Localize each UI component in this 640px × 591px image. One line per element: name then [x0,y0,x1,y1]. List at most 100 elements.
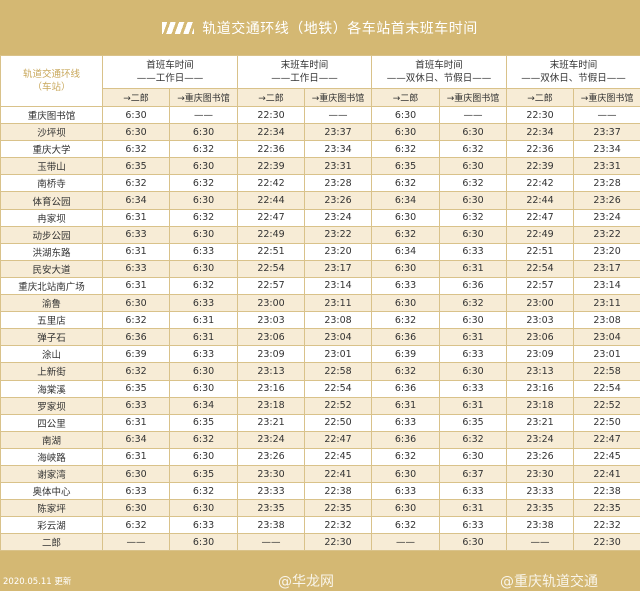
time-cell: 6:32 [372,517,440,534]
time-cell: 6:33 [372,483,440,500]
crt-logo-icon [162,22,194,34]
time-cell: 22:39 [238,158,305,175]
watermark-hualong: @华龙网 [278,571,334,591]
time-cell: 22:54 [305,380,372,397]
time-cell: 6:30 [440,192,507,209]
time-cell: 6:30 [170,534,238,551]
station-column-header: 轨道交通环线 （车站） [1,56,103,107]
time-cell: 22:58 [574,363,640,380]
time-cell: 23:13 [507,363,574,380]
footer-bar: 2020.05.11 更新 @华龙网 @重庆轨道交通 [0,571,640,589]
time-cell: 6:33 [372,414,440,431]
station-name: 罗家坝 [1,397,103,414]
station-name: 涂山 [1,346,103,363]
page-title: 轨道交通环线（地铁）各车站首末班车时间 [202,18,478,38]
time-cell: 6:33 [170,243,238,260]
time-cell: 6:34 [103,192,170,209]
time-cell: 23:22 [574,226,640,243]
station-name: 冉家坝 [1,209,103,226]
time-cell: 6:30 [103,107,170,124]
time-cell: 6:31 [103,277,170,294]
time-cell: 6:36 [103,329,170,346]
group-header: 末班车时间——工作日—— [238,56,372,89]
time-cell: 22:58 [305,363,372,380]
group-subtitle: ——双休日、节假日—— [521,73,626,84]
time-cell: 6:31 [440,397,507,414]
time-cell: 23:14 [574,277,640,294]
time-cell: 22:45 [305,448,372,465]
time-cell: 22:47 [507,209,574,226]
time-cell: 23:11 [305,295,372,312]
time-cell: 23:20 [574,243,640,260]
group-header: 首班车时间——工作日—— [103,56,238,89]
time-cell: 6:36 [372,380,440,397]
time-cell: 6:30 [440,312,507,329]
time-cell: 6:32 [372,175,440,192]
time-cell: 23:13 [238,363,305,380]
time-cell: 6:32 [170,277,238,294]
station-name: 弹子石 [1,329,103,346]
time-cell: 23:11 [574,295,640,312]
time-cell: 22:51 [238,243,305,260]
time-cell: 6:32 [440,175,507,192]
time-cell: 6:30 [440,124,507,141]
station-header-line1: 轨道交通环线 [23,69,80,80]
station-name: 动步公园 [1,226,103,243]
direction-header: →重庆图书馆 [574,89,640,107]
time-cell: 22:30 [305,534,372,551]
time-cell: 6:34 [170,397,238,414]
time-cell: 23:30 [238,465,305,482]
time-cell: 23:00 [238,295,305,312]
time-cell: 22:35 [574,500,640,517]
time-cell: 6:30 [440,448,507,465]
time-cell: 6:32 [170,209,238,226]
table-row: 二郎——6:30——22:30——6:30——22:30 [1,534,640,551]
time-cell: 23:17 [574,260,640,277]
time-cell: 23:35 [507,500,574,517]
group-title: 首班车时间 [415,60,463,71]
time-cell: 6:30 [440,158,507,175]
time-cell: 6:30 [372,260,440,277]
time-cell: 6:39 [103,346,170,363]
station-name: 奥体中心 [1,483,103,500]
time-cell: 6:30 [103,124,170,141]
direction-header: →重庆图书馆 [305,89,372,107]
update-date: 2020.05.11 更新 [3,575,71,587]
time-cell: 23:21 [238,414,305,431]
time-cell: 6:33 [440,517,507,534]
time-cell: 23:31 [305,158,372,175]
station-name: 体育公园 [1,192,103,209]
time-cell: 6:30 [372,107,440,124]
group-title: 首班车时间 [146,60,194,71]
time-cell: 6:32 [170,141,238,158]
time-cell: 23:00 [507,295,574,312]
time-cell: 23:34 [574,141,640,158]
time-cell: 6:33 [103,226,170,243]
time-cell: 23:38 [238,517,305,534]
time-cell: 23:16 [507,380,574,397]
time-cell: 23:14 [305,277,372,294]
time-cell: 23:03 [238,312,305,329]
time-cell: 6:33 [372,277,440,294]
time-cell: 6:32 [372,226,440,243]
time-cell: 6:30 [103,295,170,312]
group-header: 首班车时间——双休日、节假日—— [372,56,507,89]
time-cell: 22:57 [238,277,305,294]
time-cell: 22:52 [574,397,640,414]
time-cell: 23:33 [507,483,574,500]
title-bar: 轨道交通环线（地铁）各车站首末班车时间 [0,0,640,55]
direction-header: →重庆图书馆 [440,89,507,107]
time-cell: 6:32 [440,431,507,448]
time-cell: 23:34 [305,141,372,158]
time-cell: —— [238,534,305,551]
time-cell: 6:31 [372,397,440,414]
time-cell: 6:30 [372,124,440,141]
time-cell: 6:32 [103,363,170,380]
